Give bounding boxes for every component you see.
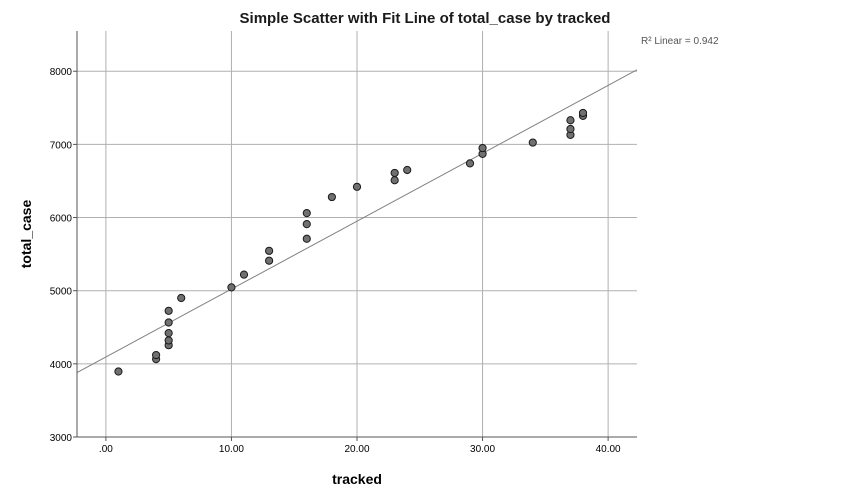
data-point bbox=[177, 293, 186, 303]
data-point bbox=[265, 246, 274, 255]
data-point bbox=[578, 108, 588, 118]
y-tick-label: 4000 bbox=[50, 360, 73, 371]
y-tick-label: 5000 bbox=[50, 287, 73, 298]
data-point bbox=[327, 192, 336, 202]
data-point bbox=[528, 138, 537, 147]
data-point bbox=[164, 306, 173, 315]
data-point bbox=[265, 256, 274, 265]
y-tick-label: 7000 bbox=[50, 140, 73, 151]
data-point bbox=[465, 159, 475, 168]
data-point bbox=[302, 209, 311, 218]
y-axis-label: total_case bbox=[18, 200, 34, 269]
x-tick-label: 20.00 bbox=[344, 444, 369, 455]
data-point bbox=[227, 283, 236, 292]
data-point bbox=[114, 367, 123, 376]
x-tick-labels: .00 10.00 20.00 30.00 40.00 bbox=[99, 444, 621, 455]
grid-lines bbox=[77, 31, 637, 437]
data-point bbox=[390, 168, 399, 178]
x-axis-label: tracked bbox=[332, 471, 382, 487]
data-point bbox=[478, 143, 487, 153]
axes bbox=[73, 31, 637, 441]
data-point bbox=[164, 318, 173, 327]
y-tick-labels: 3000 4000 5000 6000 7000 8000 bbox=[50, 67, 73, 444]
y-tick-label: 3000 bbox=[50, 433, 73, 444]
y-tick-label: 8000 bbox=[50, 67, 73, 78]
data-point bbox=[152, 350, 161, 360]
x-tick-label: 40.00 bbox=[596, 444, 621, 455]
data-point bbox=[566, 124, 575, 134]
data-point bbox=[164, 336, 173, 345]
data-point bbox=[239, 270, 249, 279]
x-tick-label: 30.00 bbox=[470, 444, 495, 455]
data-point bbox=[302, 234, 311, 243]
data-points bbox=[114, 108, 588, 376]
data-point bbox=[352, 182, 362, 191]
x-tick-label: .00 bbox=[99, 444, 113, 455]
data-point bbox=[403, 165, 412, 175]
data-point bbox=[164, 329, 173, 338]
data-point bbox=[390, 176, 399, 185]
data-point bbox=[566, 116, 575, 125]
data-point bbox=[302, 220, 311, 229]
r2-linear-label: R² Linear = 0.942 bbox=[641, 36, 719, 47]
x-tick-label: 10.00 bbox=[219, 444, 244, 455]
y-tick-label: 6000 bbox=[50, 214, 73, 225]
chart-title: Simple Scatter with Fit Line of total_ca… bbox=[240, 10, 611, 27]
